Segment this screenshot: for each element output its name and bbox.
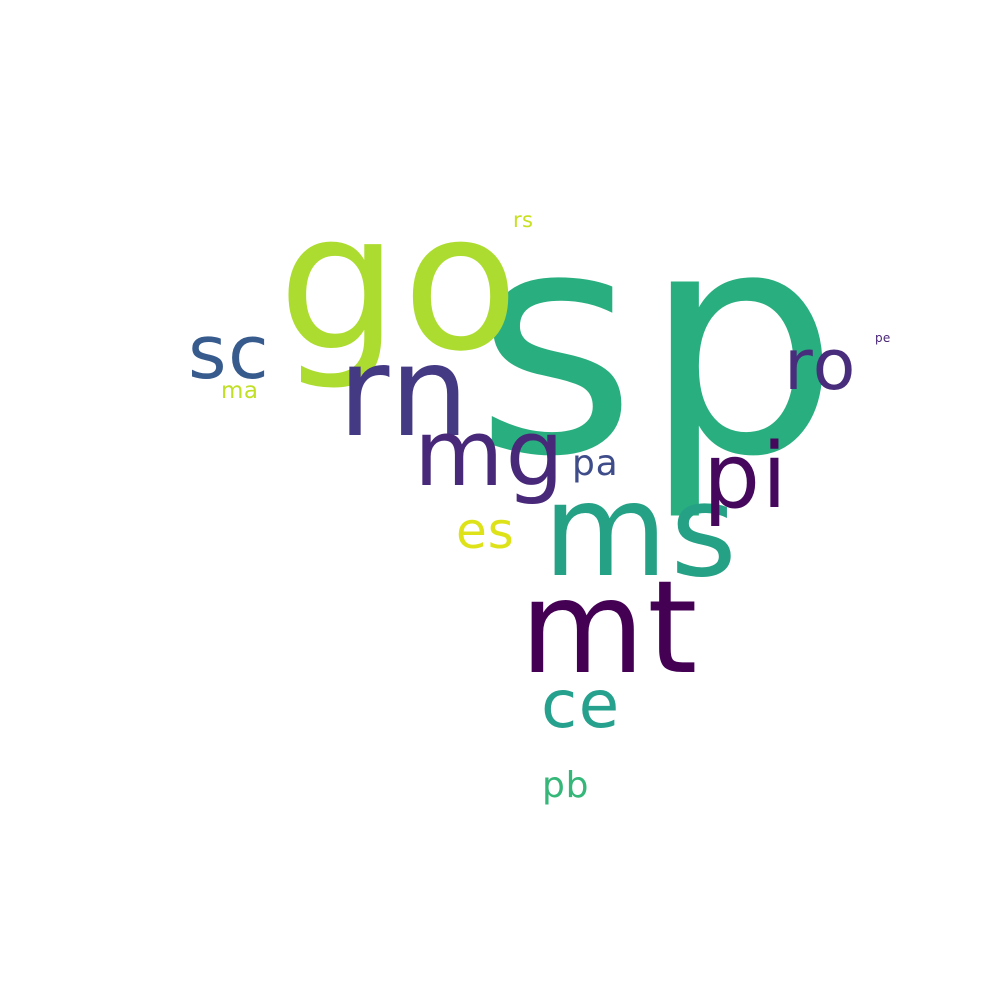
word-rs: rs: [513, 208, 534, 232]
word-pi: pi: [703, 424, 789, 529]
word-sp: sp: [475, 164, 846, 525]
word-pb: pb: [542, 765, 590, 806]
word-rn: rn: [338, 320, 472, 465]
word-pa: pa: [572, 443, 619, 484]
word-mt: mt: [520, 554, 700, 703]
word-ma: ma: [221, 378, 259, 404]
word-mg: mg: [414, 400, 566, 507]
word-pe: pe: [875, 331, 891, 345]
word-ms: ms: [543, 457, 740, 606]
word-ro: ro: [784, 324, 857, 406]
word-ce: ce: [541, 666, 621, 743]
word-go: go: [278, 172, 523, 393]
word-es: es: [456, 502, 515, 560]
word-sc: sc: [188, 310, 271, 396]
